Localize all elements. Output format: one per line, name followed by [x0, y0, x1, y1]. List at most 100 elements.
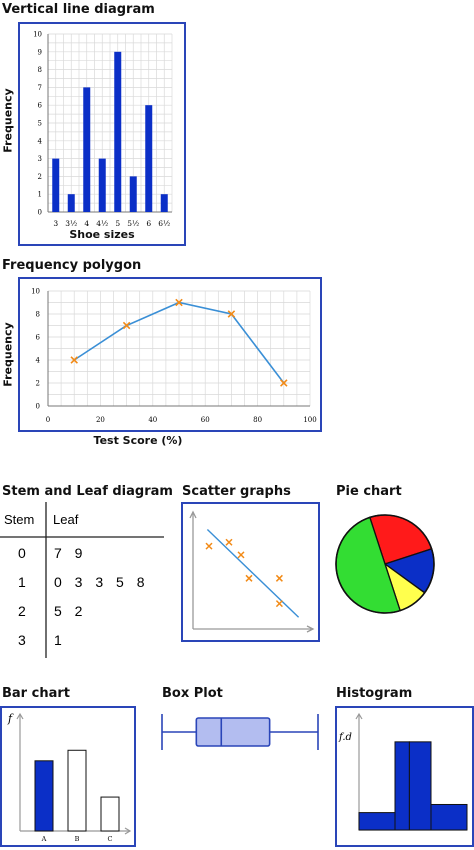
scatter-chart [189, 510, 315, 633]
y-tick-label: 8 [36, 311, 40, 319]
scatter-point [275, 600, 283, 608]
stem-header: Stem [4, 512, 34, 527]
y-tick-label: 8 [38, 66, 42, 74]
y-axis-label: f.d [338, 732, 352, 743]
stem-value: 1 [18, 574, 26, 590]
y-tick-label: 2 [38, 173, 42, 181]
x-tick-label: 3½ [65, 219, 77, 228]
bar-chart: f A B C [7, 712, 132, 843]
histogram-bar [358, 812, 396, 831]
frequency-polygon-ylabel: Frequency [1, 322, 15, 387]
x-tick-label: 3 [53, 219, 58, 228]
point-cross-b [122, 321, 131, 330]
frequency-polygon-xlabel: Test Score (%) [93, 434, 183, 447]
box-iqr [195, 717, 271, 747]
histogram-bar [430, 803, 468, 831]
y-tick-label: 0 [36, 403, 40, 411]
y-tick-label: 10 [31, 288, 40, 296]
data-point [280, 379, 288, 387]
y-tick-label: 7 [38, 84, 42, 92]
x-tick-label: 80 [253, 416, 262, 424]
vertical-line-xlabel: Shoe sizes [69, 228, 135, 241]
point-cross-b [245, 574, 253, 582]
x-tick-label: 20 [96, 416, 105, 424]
x-tick-label: A [41, 835, 47, 843]
x-tick-label: 4 [84, 219, 89, 228]
bar [100, 796, 120, 832]
bar [67, 749, 87, 832]
bar [145, 105, 153, 212]
bar [52, 158, 60, 212]
leaf-values: 1 [54, 632, 62, 648]
point-cross-b [275, 574, 283, 582]
data-point [70, 356, 78, 364]
y-axis-arrow [189, 510, 197, 519]
y-tick-label: 2 [36, 380, 40, 388]
x-tick-label: 4½ [96, 219, 108, 228]
x-tick-label: 100 [303, 416, 316, 424]
bar-chart-panel: f A B C [0, 706, 136, 847]
y-axis-label: f [7, 712, 14, 725]
histogram-title: Histogram [336, 686, 413, 701]
y-tick-label: 3 [38, 155, 42, 163]
histogram-chart: f.d [338, 712, 468, 831]
x-tick-label: 0 [46, 416, 50, 424]
y-tick-label: 5 [38, 120, 42, 128]
stem-leaf-diagram: Stem Leaf 0 7 9 1 0 3 3 5 8 2 5 2 3 1 [0, 502, 164, 658]
vertical-line-title: Vertical line diagram [2, 2, 155, 17]
data-point [122, 321, 131, 330]
frequency-polygon-panel: 0 2 4 6 8 10 0 20 40 60 80 100 [18, 277, 322, 432]
y-tick-label: 6 [38, 102, 43, 110]
x-tick-label: 5 [115, 219, 120, 228]
vertical-line-panel: 0 1 2 3 4 5 6 7 8 9 10 3 3½ 4 4½ 5 5½ 6 6½ [18, 22, 186, 246]
pie-chart [335, 514, 435, 614]
point-cross-b [275, 600, 283, 608]
scatter-title: Scatter graphs [182, 484, 291, 499]
y-tick-label: 6 [36, 334, 41, 342]
x-tick-label: 60 [201, 416, 210, 424]
stem-value: 0 [18, 545, 26, 561]
scatter-point [225, 538, 233, 546]
vertical-line-chart: 0 1 2 3 4 5 6 7 8 9 10 3 3½ 4 4½ 5 5½ 6 6½ [33, 31, 173, 228]
x-tick-label: 40 [148, 416, 157, 424]
stem-value: 2 [18, 603, 26, 619]
y-axis-arrow [16, 712, 24, 720]
trend-line [206, 529, 300, 618]
y-tick-label: 1 [38, 191, 42, 199]
pie-title: Pie chart [336, 484, 402, 499]
histogram-bar [394, 741, 410, 831]
data-point [227, 310, 236, 318]
data-point [175, 298, 183, 307]
x-tick-label: 5½ [127, 219, 139, 228]
point-cross-b [237, 551, 245, 559]
point-cross-b [227, 310, 236, 318]
point-cross-b [70, 356, 78, 364]
pie-outline [335, 514, 435, 614]
y-axis-arrow [355, 712, 363, 720]
scatter-point [245, 574, 253, 582]
box-plot-title: Box Plot [162, 686, 223, 701]
histogram-bar [408, 741, 432, 831]
bar [98, 158, 106, 212]
scatter-point [237, 551, 245, 559]
x-axis-arrow [124, 827, 132, 835]
y-tick-label: 9 [38, 48, 42, 56]
leaf-header: Leaf [53, 512, 79, 527]
scatter-panel [181, 502, 320, 642]
point-cross-b [280, 379, 288, 387]
point-cross-b [175, 298, 183, 307]
point-cross-b [225, 538, 233, 546]
scatter-point [205, 542, 213, 550]
bar [160, 194, 168, 212]
leaf-values: 5 2 [54, 603, 83, 619]
histogram-panel: f.d [335, 706, 474, 847]
y-tick-label: 4 [36, 357, 41, 365]
x-tick-label: 6 [146, 219, 151, 228]
bar [67, 194, 75, 212]
leaf-values: 7 9 [54, 545, 83, 561]
x-tick-label: C [108, 835, 113, 843]
vertical-line-ylabel: Frequency [1, 88, 15, 153]
x-tick-label: B [75, 835, 80, 843]
x-axis-arrow [306, 625, 315, 633]
